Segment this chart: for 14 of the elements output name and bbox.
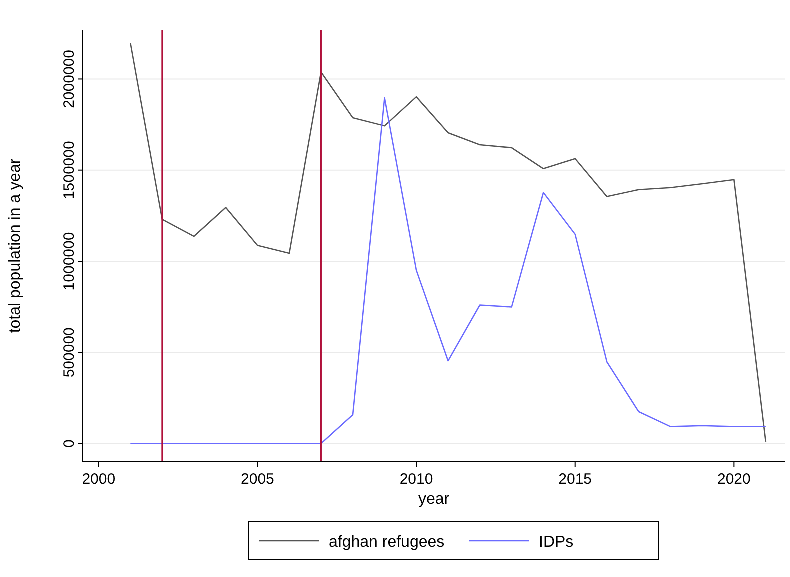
x-tick-label: 2010 [400,471,434,488]
y-tick-label: 500000 [61,328,78,378]
x-tick-label: 2020 [717,471,751,488]
x-tick-label: 2005 [241,471,274,488]
y-tick-label: 2000000 [61,50,78,108]
x-tick-label: 2015 [558,471,592,488]
y-tick-label: 0 [61,440,78,448]
y-tick-label: 1500000 [61,141,78,200]
x-axis-title: year [418,491,450,508]
x-tick-label: 2000 [82,471,116,488]
y-tick-label: 1000000 [61,232,78,291]
legend-label: afghan refugees [329,534,445,551]
legend-label: IDPs [539,534,574,551]
y-axis-title: total population in a year [7,158,24,334]
